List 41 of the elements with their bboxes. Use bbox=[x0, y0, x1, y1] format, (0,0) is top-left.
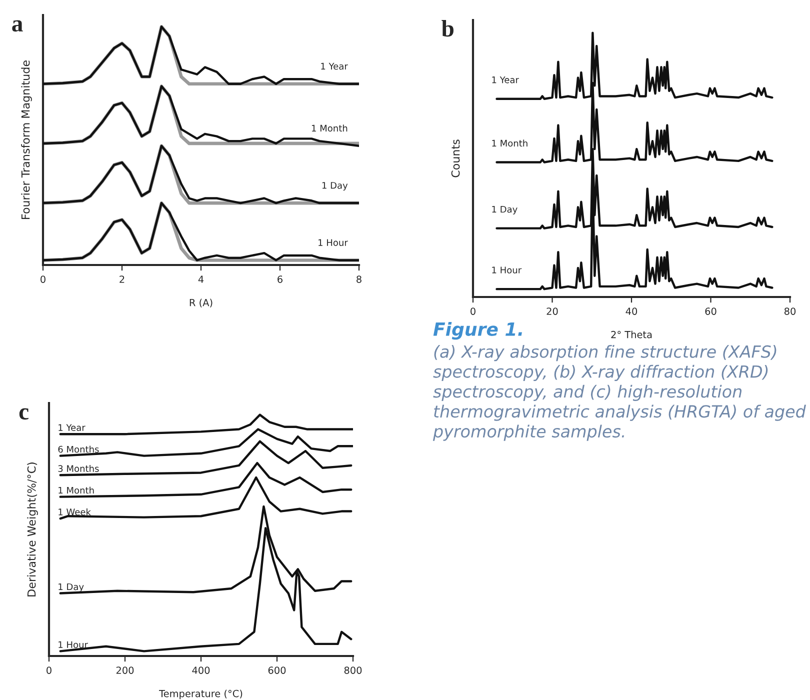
x-tick-label: 6 bbox=[278, 276, 282, 283]
x-tick-label: 800 bbox=[344, 666, 362, 674]
series-label: 1 Year bbox=[492, 76, 519, 84]
chart-title: a bbox=[12, 20, 23, 32]
series-label: 1 Month bbox=[312, 124, 348, 132]
series-label: 1 Year bbox=[321, 62, 348, 70]
x-tick-label: 40 bbox=[626, 308, 638, 315]
y-axis-title: Fourier Transform Magnitude bbox=[21, 60, 32, 219]
y-axis-title: Counts bbox=[451, 140, 460, 178]
x-axis-title: R (A) bbox=[190, 298, 212, 308]
x-tick-label: 0 bbox=[46, 666, 52, 674]
chart-title: c bbox=[19, 408, 28, 420]
x-tick-label: 80 bbox=[784, 308, 796, 315]
series-label: 1 Hour bbox=[58, 641, 88, 648]
x-tick-label: 400 bbox=[192, 666, 210, 674]
x-axis-title: 2° Theta bbox=[611, 330, 652, 338]
series-label: 6 Months bbox=[58, 446, 99, 453]
x-tick-label: 0 bbox=[40, 276, 46, 283]
x-tick-label: 8 bbox=[356, 276, 362, 283]
series-label: 1 Hour bbox=[492, 266, 522, 274]
series-label: 1 Hour bbox=[318, 239, 348, 246]
caption: Figure 1. bbox=[433, 322, 522, 340]
series-label: 1 Week bbox=[58, 508, 91, 516]
x-tick-label: 200 bbox=[116, 666, 134, 674]
series-label: 1 Year bbox=[58, 424, 86, 431]
series-label: 1 Day bbox=[58, 583, 84, 592]
x-tick-label: 4 bbox=[198, 276, 204, 283]
series-label: 1 Month bbox=[58, 486, 94, 494]
chart-title: b bbox=[442, 20, 454, 37]
x-tick-label: 20 bbox=[546, 308, 558, 315]
series-label: 1 Day bbox=[492, 206, 518, 214]
text: (a) X-ray absorption fine structure (XAFS) spectroscopy, (b) X-ray diffraction (XRD) spectroscopy, and (c) high-resolution thermogravimetric analysis (HRGTA) of aged pyromorphite samples. bbox=[432, 345, 806, 441]
y-axis-title: Derivative Weight(%/°C) bbox=[27, 462, 38, 596]
x-tick-label: 2 bbox=[120, 276, 124, 283]
series-label: 3 Months bbox=[58, 464, 99, 472]
x-tick-label: 600 bbox=[268, 666, 286, 674]
series-label: 1 Day bbox=[322, 182, 348, 191]
x-axis-title: Temperature (°C) bbox=[159, 690, 242, 700]
x-tick-label: 0 bbox=[470, 308, 476, 315]
series-label: 1 Month bbox=[492, 140, 528, 147]
x-tick-label: 60 bbox=[705, 308, 716, 315]
